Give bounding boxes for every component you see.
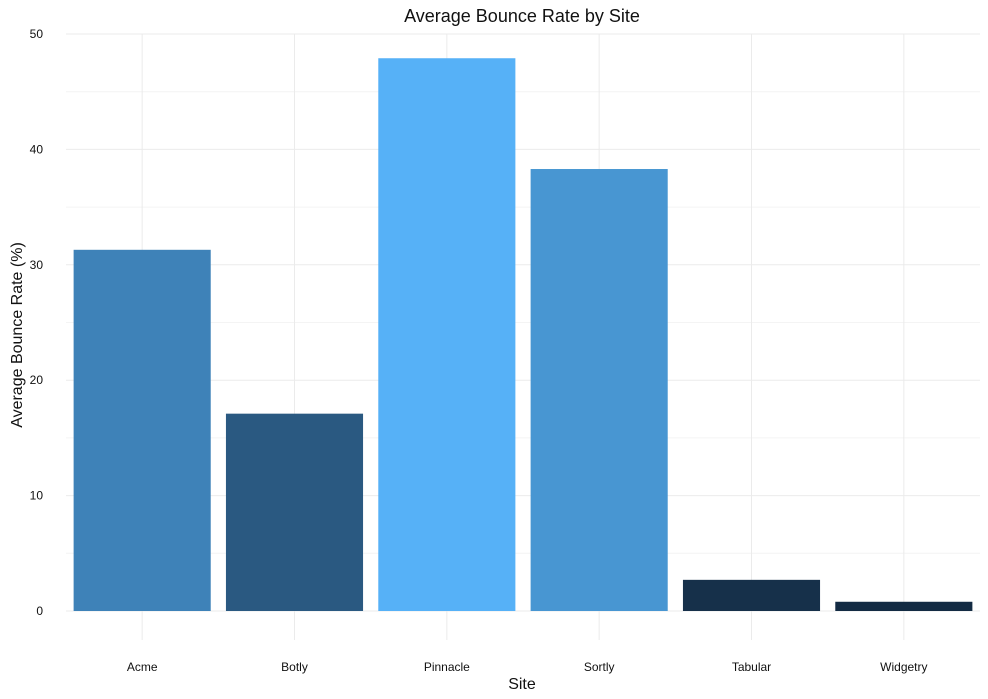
x-tick-label: Widgetry [880, 660, 927, 674]
bar-widgetry [835, 601, 973, 611]
y-tick-label: 0 [36, 604, 43, 618]
bar-acme [73, 249, 211, 611]
x-axis-title: Site [508, 676, 536, 693]
x-tick-label: Botly [281, 660, 308, 674]
bar-botly [225, 413, 364, 611]
x-axis-ticks: Acme Botly Pinnacle Sortly Tabular Widgetry [127, 660, 928, 674]
x-tick-label: Tabular [732, 660, 771, 674]
bar-pinnacle [378, 58, 516, 611]
y-tick-label: 50 [30, 27, 44, 41]
bars-group [73, 58, 973, 611]
bar-tabular [682, 579, 821, 611]
chart-title: Average Bounce Rate by Site [404, 6, 640, 26]
y-axis-ticks: 0 10 20 30 40 50 [30, 27, 44, 618]
y-tick-label: 20 [30, 373, 44, 387]
y-axis-title: Average Bounce Rate (%) [9, 242, 26, 428]
y-tick-label: 30 [30, 258, 44, 272]
y-tick-label: 10 [30, 489, 44, 503]
x-tick-label: Acme [127, 660, 158, 674]
bar-sortly [530, 169, 668, 611]
y-tick-label: 40 [30, 142, 44, 156]
x-tick-label: Pinnacle [424, 660, 470, 674]
x-tick-label: Sortly [584, 660, 615, 674]
